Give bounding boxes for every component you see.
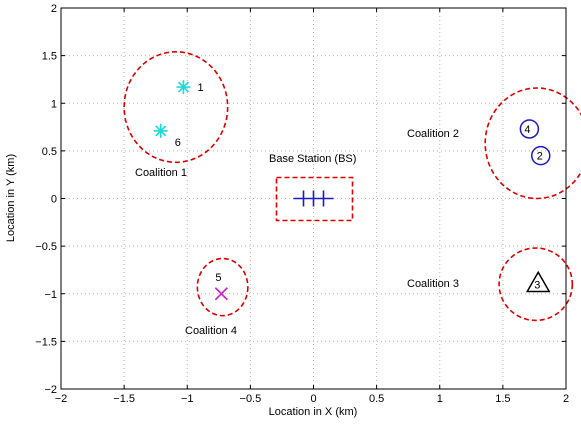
x-tick-label: 0: [310, 393, 316, 405]
base-station-boundary: [275, 176, 354, 222]
y-tick-label: 0.5: [42, 146, 57, 158]
x-tick-label: 1: [437, 393, 443, 405]
node-marker-2: [531, 145, 551, 166]
y-tick-label: 0: [51, 194, 57, 206]
node-label-1: 1: [197, 82, 203, 94]
x-tick-label: −0.5: [240, 393, 262, 405]
coalition-boundary: [498, 247, 574, 322]
coalition-boundary: [123, 51, 229, 164]
node-marker-3: [525, 270, 551, 293]
base-station-marker: [293, 190, 334, 207]
base-station-label: Base Station (BS): [269, 153, 356, 165]
node-marker-5: [214, 287, 228, 301]
x-tick-label: −2: [55, 393, 68, 405]
y-tick-label: 1: [51, 98, 57, 110]
node-label-4: 4: [524, 124, 530, 136]
node-label-5: 5: [215, 272, 221, 284]
grid-lines: [61, 8, 566, 389]
x-tick-label: 2: [563, 393, 569, 405]
coalition-1-label: Coalition 1: [135, 167, 187, 179]
node-label-6: 6: [175, 137, 181, 149]
y-axis-label: Location in Y (km): [5, 154, 17, 242]
y-tick-label: −2: [44, 384, 57, 396]
axis-ticks: −2 −1.5 −1 −0.5 0 0.5 1 1.5 2 −2 −1.5 −1 −0.5 0 0.5 1 1.…: [35, 3, 569, 405]
node-label-3: 3: [534, 279, 540, 291]
coalition-2-label: Coalition 2: [407, 128, 459, 140]
coalition-boundaries: [123, 51, 581, 322]
y-tick-label: −0.5: [35, 241, 57, 253]
y-tick-label: −1.5: [35, 336, 57, 348]
node-markers: [153, 80, 551, 301]
node-marker-4: [519, 119, 540, 139]
coalition-boundary: [196, 257, 249, 317]
node-marker-6: [153, 123, 168, 138]
y-tick-label: 2: [51, 3, 57, 15]
node-label-2: 2: [537, 151, 543, 163]
coalition-3-label: Coalition 3: [407, 278, 459, 290]
x-tick-label: −1.5: [113, 393, 135, 405]
y-tick-label: 1.5: [42, 51, 57, 63]
coalition-boundary: [484, 87, 581, 200]
x-tick-label: 1.5: [495, 393, 510, 405]
coalition-4-label: Coalition 4: [185, 325, 237, 337]
x-tick-label: −1: [181, 393, 194, 405]
x-tick-label: 0.5: [369, 393, 384, 405]
y-tick-label: −1: [44, 289, 57, 301]
x-axis-label: Location in X (km): [269, 406, 358, 418]
node-marker-1: [176, 80, 191, 95]
node-labels: 1 6 4 2 3 5: [175, 82, 543, 291]
